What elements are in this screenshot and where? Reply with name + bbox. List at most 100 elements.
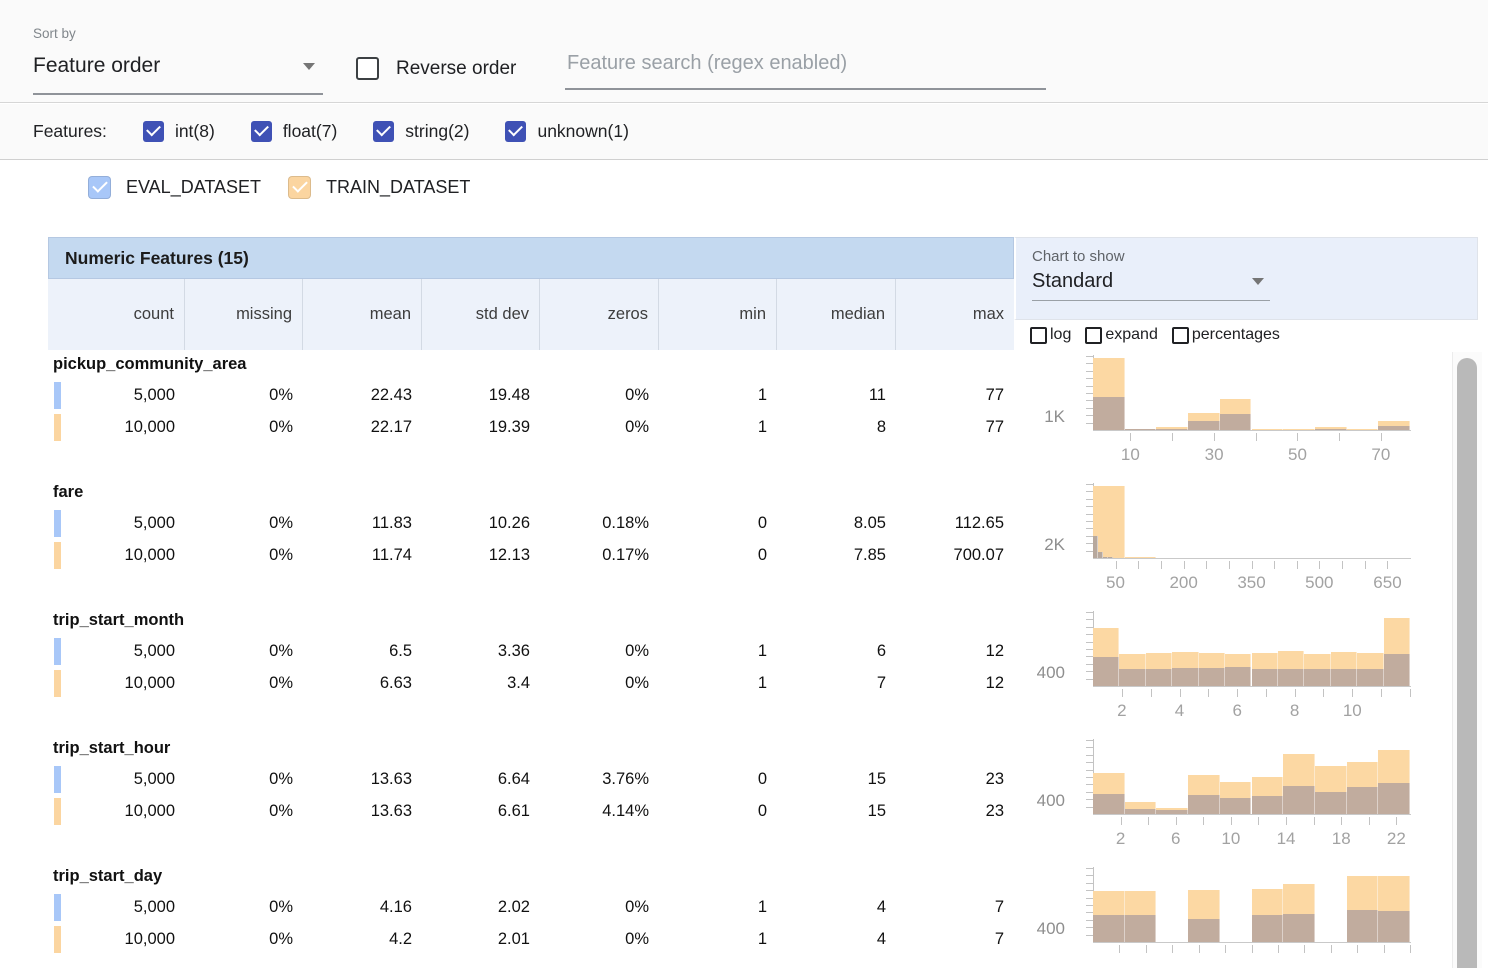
chart-option-expand: expand xyxy=(1085,326,1158,344)
histogram-trip_start_month: 400 2 4 6 8 10 xyxy=(1020,608,1440,736)
filter-checkbox-int[interactable] xyxy=(142,121,164,142)
eval-histogram-bar xyxy=(1219,414,1252,430)
stat-value: 0% xyxy=(625,674,649,692)
y-axis-tick xyxy=(1086,356,1093,357)
scrollbar-thumb[interactable] xyxy=(1457,358,1477,968)
eval-histogram-bar xyxy=(1378,911,1410,942)
filter-checkbox-float[interactable] xyxy=(250,121,272,142)
eval-histogram-bar xyxy=(1330,669,1358,686)
reverse-order-checkbox[interactable] xyxy=(356,57,379,80)
dataset-legend: EVAL_DATASET TRAIN_DATASET xyxy=(0,161,1488,237)
filter-checkbox-unknown[interactable] xyxy=(505,121,527,142)
x-axis-tick xyxy=(1255,433,1257,441)
x-axis-tick xyxy=(1381,689,1383,697)
x-axis-tick xyxy=(1115,561,1117,569)
dataset-checkbox-train_dataset[interactable] xyxy=(288,176,312,199)
scrollbar-track[interactable] xyxy=(1452,352,1482,968)
y-axis-tick xyxy=(1086,407,1093,409)
histogram-trip_start_day: 400 xyxy=(1020,864,1440,968)
dataset-color-chip-eval xyxy=(54,766,61,793)
chart-option-checkbox-expand[interactable] xyxy=(1085,326,1103,344)
eval-histogram-bar xyxy=(1103,557,1109,558)
chart-option-percentages: percentages xyxy=(1171,326,1280,344)
stat-value: 5,000 xyxy=(133,642,175,660)
y-axis-label: 1K xyxy=(1044,407,1065,426)
x-axis-tick xyxy=(1297,433,1299,441)
feature-search-input[interactable] xyxy=(565,52,1046,90)
stat-value: 8 xyxy=(876,418,886,436)
x-axis-tick xyxy=(1228,561,1230,569)
dataset-color-chip-train xyxy=(54,798,61,825)
stat-value: 6.61 xyxy=(497,802,530,820)
stat-value: 0% xyxy=(269,546,293,564)
stat-value: 0 xyxy=(757,770,767,788)
eval-histogram-bar xyxy=(1251,915,1284,942)
stat-value: 0 xyxy=(757,546,767,564)
eval-histogram-bar xyxy=(1378,426,1410,430)
stat-value: 0% xyxy=(269,898,293,916)
x-axis-tick xyxy=(1323,689,1325,697)
dataset-legend-item-train_dataset: TRAIN_DATASET xyxy=(288,176,470,199)
chart-option-label-expand: expand xyxy=(1105,326,1158,343)
stats-row-train: 10,000 0% 6.63 3.4 0% 1 7 12 xyxy=(48,668,1014,698)
chart-option-log: log xyxy=(1030,326,1071,344)
stat-value: 13.63 xyxy=(370,770,412,788)
x-axis-tick xyxy=(1145,945,1147,953)
filter-label-unknown: unknown(1) xyxy=(537,121,629,141)
x-axis-tick-label: 350 xyxy=(1237,573,1266,592)
x-axis-tick-label: 50 xyxy=(1287,445,1307,464)
x-axis-tick xyxy=(1396,817,1398,825)
sort-by-select[interactable]: Feature order xyxy=(33,52,323,95)
stat-value: 1 xyxy=(757,898,767,916)
feature-block-trip_start_day: trip_start_day 5,000 0% 4.16 2.02 0% 1 4 7 10,000… xyxy=(48,864,1014,968)
x-axis-tick-label: 18 xyxy=(1331,829,1351,848)
chart-option-checkbox-log[interactable] xyxy=(1030,326,1047,344)
feature-block-trip_start_hour: trip_start_hour 5,000 0% 13.63 6.64 3.76% 0 15 2… xyxy=(48,736,1014,864)
x-axis-tick xyxy=(1251,561,1253,569)
checkmark-icon xyxy=(292,177,308,193)
x-axis-tick xyxy=(1410,689,1411,697)
y-axis-tick xyxy=(1086,491,1093,493)
y-axis-tick xyxy=(1086,897,1093,899)
stat-value: 0% xyxy=(625,642,649,660)
x-axis xyxy=(1093,686,1411,687)
y-axis-tick xyxy=(1086,656,1093,658)
y-axis-tick xyxy=(1086,740,1093,741)
dataset-color-chip-train xyxy=(54,670,61,697)
y-axis-tick xyxy=(1086,762,1093,764)
stats-row-eval: 5,000 0% 13.63 6.64 3.76% 0 15 23 xyxy=(48,764,1014,794)
features-filter-label: Features: xyxy=(33,121,107,141)
filter-checkbox-string[interactable] xyxy=(373,121,395,142)
dataset-checkbox-eval_dataset[interactable] xyxy=(88,176,111,199)
chart-option-checkbox-percentages[interactable] xyxy=(1171,326,1189,344)
filter-label-string: string(2) xyxy=(405,121,470,141)
x-axis-tick xyxy=(1130,433,1132,441)
x-axis-tick xyxy=(1357,945,1359,953)
dataset-label-eval_dataset: EVAL_DATASET xyxy=(126,177,262,197)
y-axis-tick xyxy=(1086,393,1093,394)
column-header-min: min xyxy=(659,279,777,350)
chart-to-show-label: Chart to show xyxy=(1032,248,1125,265)
x-axis-tick xyxy=(1341,817,1343,825)
x-axis-tick xyxy=(1172,945,1174,953)
stat-value: 5,000 xyxy=(133,514,175,532)
reverse-order-control: Reverse order xyxy=(356,57,516,80)
stat-value: 1 xyxy=(757,418,767,436)
stat-value: 0 xyxy=(757,802,767,820)
dataset-color-chip-eval xyxy=(54,510,61,537)
stat-value: 0% xyxy=(269,642,293,660)
dropdown-arrow-icon xyxy=(1252,278,1264,285)
y-axis-tick xyxy=(1086,521,1093,522)
x-axis-tick xyxy=(1380,433,1382,441)
y-axis-tick xyxy=(1086,799,1093,801)
sort-by-value: Feature order xyxy=(33,54,161,77)
y-axis-tick xyxy=(1086,905,1093,906)
stat-value: 0 xyxy=(757,514,767,532)
stat-value: 77 xyxy=(985,418,1004,436)
eval-histogram-bar xyxy=(1172,668,1199,686)
stat-value: 0% xyxy=(625,930,649,948)
checkmark-icon xyxy=(253,121,269,137)
stat-value: 5,000 xyxy=(133,770,175,788)
chart-type-select[interactable]: Standard xyxy=(1032,270,1270,301)
y-axis-tick xyxy=(1086,484,1093,485)
